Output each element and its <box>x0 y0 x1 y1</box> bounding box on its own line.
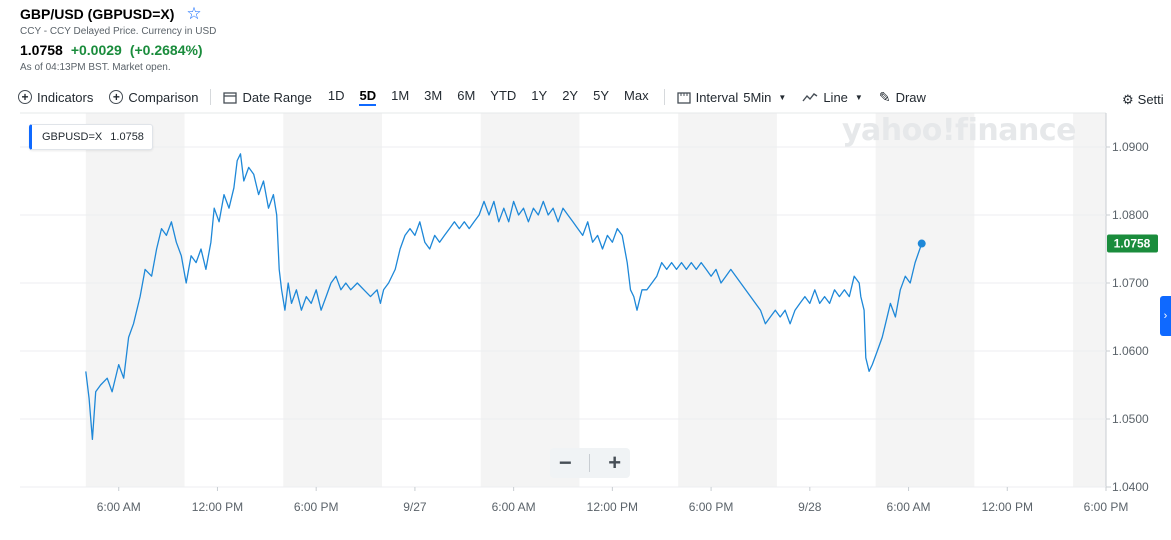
indicators-button[interactable]: + Indicators <box>18 90 93 105</box>
range-1m-button[interactable]: 1M <box>391 88 410 103</box>
range-2y-button[interactable]: 2Y <box>562 88 579 103</box>
yahoo-finance-logo: yahoo!finance <box>842 113 1076 148</box>
session-band <box>875 113 975 487</box>
x-tick-label: 12:00 PM <box>982 500 1033 514</box>
x-tick-label: 6:00 PM <box>1084 500 1129 514</box>
session-band <box>85 113 185 487</box>
x-tick-label: 6:00 AM <box>492 500 536 514</box>
range-5d-button[interactable]: 5D <box>359 88 377 106</box>
comparison-button[interactable]: + Comparison <box>109 90 198 105</box>
session-band <box>678 113 777 487</box>
last-price-label: 1.0758 <box>1114 237 1151 251</box>
zoom-out-button[interactable]: − <box>558 450 572 475</box>
range-ytd-button[interactable]: YTD <box>490 88 517 103</box>
zoom-control: − + <box>550 448 630 478</box>
star-icon[interactable]: ☆ <box>186 4 202 23</box>
price-change-percent: (+0.2684%) <box>129 42 203 58</box>
y-tick-label: 1.0800 <box>1112 208 1149 222</box>
zoom-in-button[interactable]: + <box>608 450 622 475</box>
y-tick-label: 1.0700 <box>1112 276 1149 290</box>
last-point-marker <box>917 239 926 248</box>
expand-panel-button[interactable]: › <box>1160 296 1171 336</box>
series-line <box>85 153 923 441</box>
x-tick-label: 12:00 PM <box>587 500 638 514</box>
last-price-tag <box>1107 234 1158 253</box>
chart-legend: GBPUSD=X 1.0758 <box>29 124 153 150</box>
y-tick-label: 1.0600 <box>1112 344 1149 358</box>
range-1d-button[interactable]: 1D <box>327 88 345 103</box>
plus-circle-icon: + <box>18 90 32 104</box>
x-tick-label: 6:00 AM <box>887 500 931 514</box>
legend-value: 1.0758 <box>110 131 144 143</box>
gear-icon: ⚙ <box>1122 92 1134 107</box>
range-max-button[interactable]: Max <box>624 88 649 103</box>
range-3m-button[interactable]: 3M <box>424 88 443 103</box>
interval-icon <box>676 91 691 104</box>
price-change: +0.0029 <box>70 42 122 58</box>
toolbar-divider <box>663 89 665 105</box>
zoom-divider <box>589 454 591 472</box>
session-band <box>480 113 580 487</box>
calendar-icon <box>223 91 238 104</box>
range-6m-button[interactable]: 6M <box>457 88 476 103</box>
interval-select[interactable]: Interval 5Min ▼ <box>676 90 787 105</box>
range-1y-button[interactable]: 1Y <box>531 88 548 103</box>
quote-subtitle: CCY - CCY Delayed Price. Currency in USD <box>20 26 217 37</box>
legend-symbol: GBPUSD=X <box>42 131 103 143</box>
x-tick-label: 6:00 PM <box>689 500 734 514</box>
quote-header: GBP/USD (GBPUSD=X) ☆ CCY - CCY Delayed P… <box>20 4 217 73</box>
chevron-down-icon: ▼ <box>854 92 863 102</box>
as-of-timestamp: As of 04:13PM BST. Market open. <box>20 62 171 73</box>
chart-type-select[interactable]: Line ▼ <box>802 90 863 105</box>
date-range-button[interactable]: Date Range <box>223 90 312 105</box>
y-tick-label: 1.0500 <box>1112 412 1149 426</box>
toolbar-divider <box>210 89 212 105</box>
x-tick-label: 6:00 PM <box>294 500 339 514</box>
y-tick-label: 1.0900 <box>1112 140 1149 154</box>
session-band <box>283 113 382 487</box>
current-price: 1.0758 <box>20 42 63 58</box>
range-selector: 1D 5D 1M 3M 6M YTD 1Y 2Y 5Y Max <box>328 88 664 106</box>
x-tick-label: 6:00 AM <box>97 500 141 514</box>
plus-circle-icon: + <box>109 90 124 104</box>
x-tick-label: 9/28 <box>798 500 822 514</box>
x-tick-label: 9/27 <box>403 500 427 514</box>
chart-toolbar: + Indicators + Comparison Date Range 1D 5… <box>18 86 1171 108</box>
session-band <box>1073 113 1106 487</box>
pencil-icon: ✎ <box>878 88 891 105</box>
draw-button[interactable]: ✎ Draw <box>878 88 926 105</box>
line-chart-icon <box>802 93 818 102</box>
page-title: GBP/USD (GBPUSD=X) <box>20 6 175 22</box>
range-5y-button[interactable]: 5Y <box>593 88 610 103</box>
x-tick-label: 12:00 PM <box>192 500 243 514</box>
settings-button[interactable]: ⚙ Setti <box>1122 92 1164 107</box>
chevron-down-icon: ▼ <box>778 92 787 102</box>
y-tick-label: 1.0400 <box>1112 480 1149 494</box>
